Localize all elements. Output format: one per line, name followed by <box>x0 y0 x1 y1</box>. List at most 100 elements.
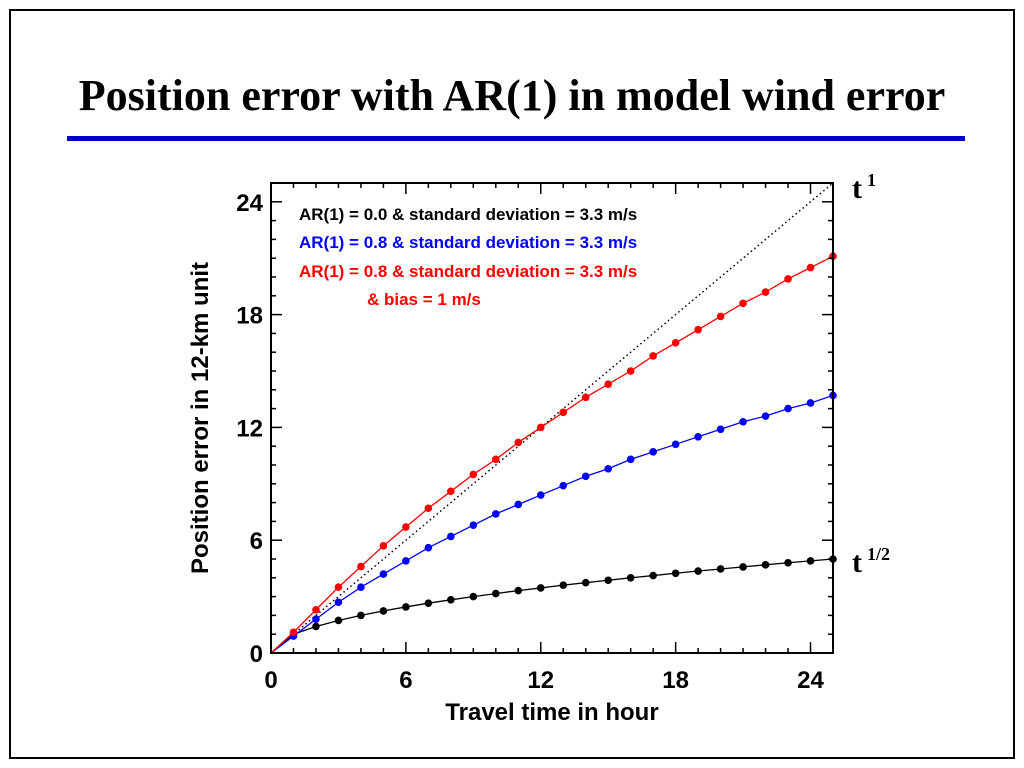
series-0-point <box>806 557 815 565</box>
series-1-point <box>761 412 770 420</box>
series-0-point <box>671 569 680 578</box>
series-1-point <box>739 417 747 426</box>
series-0-point <box>784 558 792 567</box>
series-1-point <box>447 532 455 541</box>
slide-title: Position error with AR(1) in model wind … <box>78 71 946 120</box>
series-1-point <box>312 615 320 623</box>
series-2-point <box>424 504 433 513</box>
annotation-t-half: t 1/2 <box>852 544 890 579</box>
series-2-point <box>559 408 568 417</box>
series-2-point <box>626 367 635 375</box>
series-0-point <box>559 581 568 589</box>
legend-entry-black: AR(1) = 0.0 & standard deviation = 3.3 m… <box>299 205 637 224</box>
legend-entry-blue: AR(1) = 0.8 & standard deviation = 3.3 m… <box>299 233 637 252</box>
series-1-point <box>694 433 702 441</box>
series-2-point <box>402 523 410 531</box>
plot-area: 0 6 12 18 24 0 6 12 18 24 <box>236 182 837 694</box>
series-0-point <box>716 565 725 573</box>
legend: AR(1) = 0.0 & standard deviation = 3.3 m… <box>299 205 637 309</box>
series-0-point <box>379 607 388 615</box>
x-axis-label: Travel time in hour <box>445 699 658 726</box>
series-1-point <box>424 543 433 552</box>
plot-frame <box>270 182 834 654</box>
series-0-point <box>514 586 523 595</box>
series-1-point <box>492 510 500 518</box>
series-0-point <box>469 592 478 601</box>
series-0-point <box>626 574 635 582</box>
annotation-t-half-sup: 1/2 <box>867 544 890 564</box>
series-2-point <box>739 299 747 308</box>
series-0-point <box>334 616 343 625</box>
legend-entry-red-line2: & bias = 1 m/s <box>367 290 481 309</box>
series-1-point <box>514 500 523 509</box>
series-2-point <box>536 423 545 432</box>
series-1-point <box>379 570 388 578</box>
series-2-point <box>379 542 388 550</box>
series-2-point <box>357 562 365 571</box>
series-2-point <box>649 352 657 360</box>
y-axis-label: Position error in 12-km unit <box>187 262 214 574</box>
series-0-point <box>492 589 500 598</box>
annotation-t-half-base: t <box>852 546 862 579</box>
title-underline <box>67 136 965 141</box>
series-0-point <box>761 561 770 569</box>
y-tick-label: 0 <box>250 641 263 668</box>
series-2-point <box>806 263 815 272</box>
reference-line <box>270 182 834 654</box>
series-0-point <box>739 563 747 571</box>
series-0-point <box>604 576 612 585</box>
series-2-point <box>671 339 680 347</box>
series-1-point <box>402 557 410 565</box>
series-2-point <box>581 393 590 402</box>
series-2-point <box>289 628 298 637</box>
series-2-point <box>784 275 792 283</box>
series-1-point <box>716 425 725 434</box>
series-1-point <box>626 455 635 464</box>
series-1-point <box>784 404 792 413</box>
series-1-point <box>581 472 590 481</box>
series-2-point <box>716 312 725 321</box>
series-2-point <box>334 583 343 591</box>
series-2-point <box>447 487 455 496</box>
series-1-point <box>536 491 545 499</box>
series-2-point <box>492 455 500 464</box>
series-0-point <box>312 622 320 631</box>
series-line-1 <box>270 394 834 654</box>
series-0-point <box>447 595 455 604</box>
series-1-point <box>649 448 657 456</box>
series-line-2 <box>270 255 834 654</box>
x-tick-label: 18 <box>662 667 689 694</box>
series-0-point <box>649 571 657 580</box>
series-2-point <box>469 470 478 479</box>
series-0-point <box>424 599 433 607</box>
series-1-point <box>671 440 680 449</box>
annotation-t1-sup: 1 <box>867 170 876 190</box>
x-tick-label: 0 <box>264 667 277 694</box>
series-1-point <box>334 598 343 607</box>
x-tick-label: 12 <box>527 667 554 694</box>
y-tick-label: 6 <box>250 528 263 555</box>
slide-frame <box>9 9 1015 759</box>
y-tick-label: 18 <box>236 303 263 330</box>
series-2-point <box>761 288 770 296</box>
series-1-point <box>559 481 568 490</box>
series-1-point <box>806 399 815 407</box>
series-0-point <box>402 603 410 611</box>
y-tick-label: 24 <box>236 190 263 217</box>
series-2-point <box>604 380 612 388</box>
series-1-point <box>604 464 612 473</box>
series-2-point <box>694 325 702 334</box>
series-0-point <box>581 578 590 587</box>
legend-entry-red: AR(1) = 0.8 & standard deviation = 3.3 m… <box>299 262 637 281</box>
x-tick-label: 24 <box>797 667 824 694</box>
series-1-point <box>357 583 365 591</box>
y-tick-label: 12 <box>236 415 263 442</box>
series-1-point <box>469 521 478 529</box>
annotation-t1: t 1 <box>852 170 876 205</box>
series-line-0 <box>270 558 834 654</box>
annotation-t1-base: t <box>852 172 862 205</box>
series-0-point <box>536 584 545 592</box>
series-2-point <box>514 438 523 447</box>
series-2-point <box>312 605 320 614</box>
